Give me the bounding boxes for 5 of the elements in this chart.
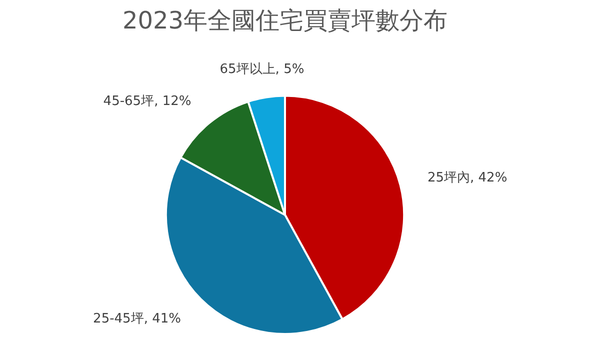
slice-label: 45-65坪, 12% — [103, 94, 192, 109]
slice-label: 25-45坪, 41% — [93, 311, 181, 326]
chart-title: 2023年全國住宅買賣坪數分布 — [122, 6, 448, 35]
slice-label: 25坪內, 42% — [427, 170, 508, 186]
slice-label: 65坪以上, 5% — [220, 62, 304, 77]
